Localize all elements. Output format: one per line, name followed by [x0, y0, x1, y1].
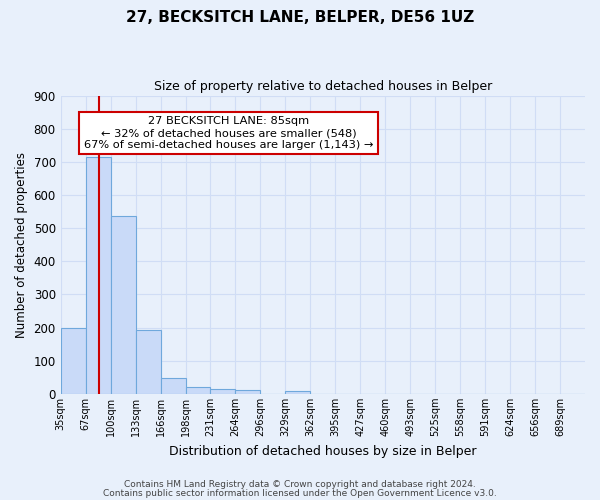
Bar: [286, 390, 310, 394]
Bar: [61, 328, 86, 394]
Bar: [86, 157, 110, 394]
Text: 27, BECKSITCH LANE, BELPER, DE56 1UZ: 27, BECKSITCH LANE, BELPER, DE56 1UZ: [126, 10, 474, 25]
X-axis label: Distribution of detached houses by size in Belper: Distribution of detached houses by size …: [169, 444, 476, 458]
Text: 27 BECKSITCH LANE: 85sqm
← 32% of detached houses are smaller (548)
67% of semi-: 27 BECKSITCH LANE: 85sqm ← 32% of detach…: [84, 116, 373, 150]
Y-axis label: Number of detached properties: Number of detached properties: [15, 152, 28, 338]
Text: Contains public sector information licensed under the Open Government Licence v3: Contains public sector information licen…: [103, 490, 497, 498]
Bar: [235, 390, 260, 394]
Bar: [161, 378, 185, 394]
Bar: [185, 388, 211, 394]
Text: Contains HM Land Registry data © Crown copyright and database right 2024.: Contains HM Land Registry data © Crown c…: [124, 480, 476, 489]
Title: Size of property relative to detached houses in Belper: Size of property relative to detached ho…: [154, 80, 492, 93]
Bar: [110, 216, 136, 394]
Bar: [211, 389, 235, 394]
Bar: [136, 330, 161, 394]
